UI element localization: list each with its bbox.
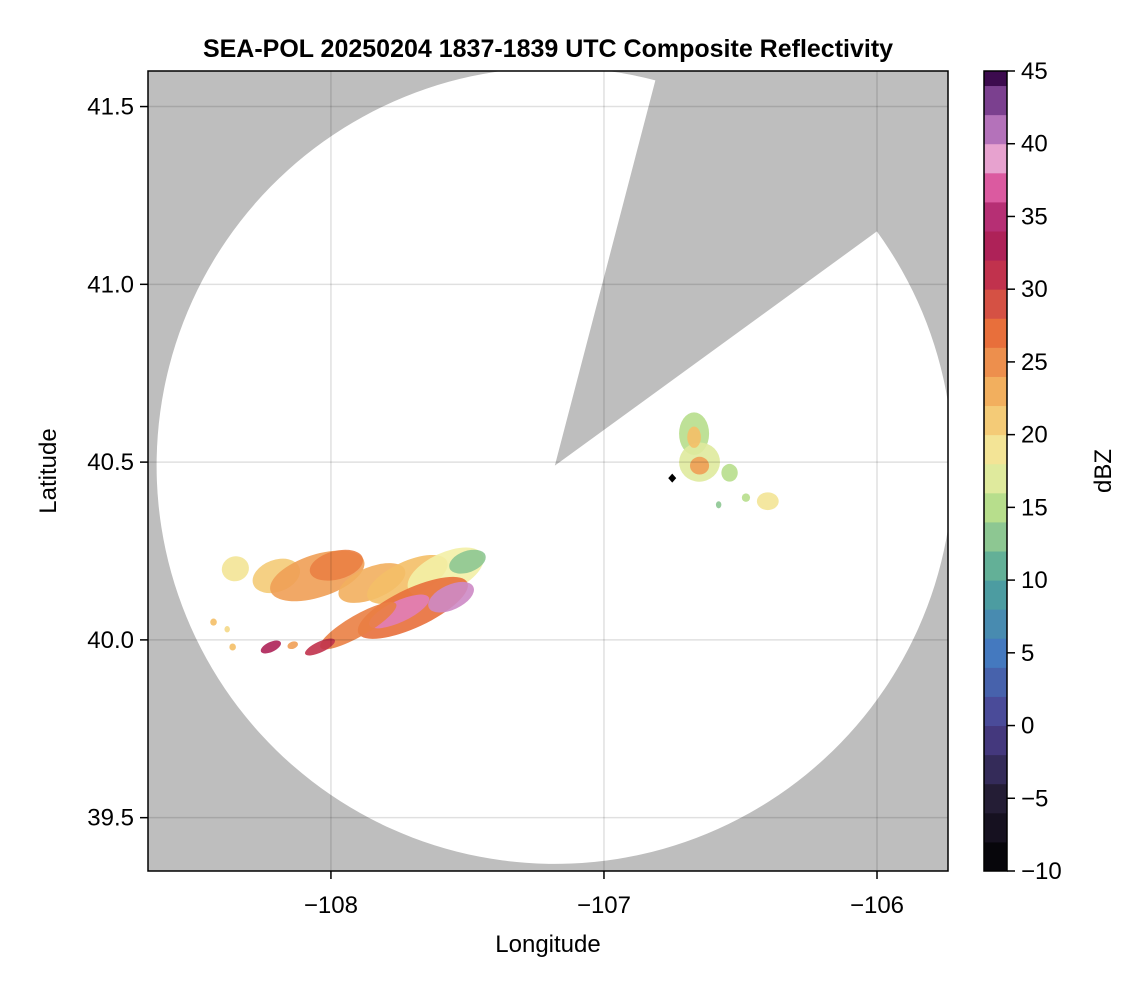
colorbar-segment	[984, 667, 1007, 697]
colorbar-segment	[984, 812, 1007, 843]
echo-cell	[428, 581, 474, 613]
colorbar-tick-label: 35	[1021, 203, 1048, 230]
echo-cell	[224, 626, 230, 633]
colorbar-segment	[984, 463, 1007, 494]
x-tick-label: −107	[577, 892, 631, 919]
colorbar-segment	[984, 231, 1007, 261]
colorbar-tick-label: 15	[1021, 494, 1048, 521]
colorbar-tick-label: −5	[1021, 785, 1048, 812]
colorbar-segment	[984, 347, 1007, 377]
echo-cell	[229, 643, 236, 651]
echo-cell	[741, 493, 751, 502]
echo-cell	[309, 549, 364, 581]
colorbar-label: dBZ	[1090, 449, 1117, 493]
echo-cell	[689, 456, 710, 475]
y-tick-label: 41.5	[87, 94, 134, 121]
radar-coverage-area	[156, 71, 948, 864]
colorbar-segment	[984, 434, 1007, 465]
colorbar-tick-label: 10	[1021, 567, 1048, 594]
colorbar-tick-label: 20	[1021, 422, 1048, 449]
plot-frame	[147, 70, 949, 872]
x-axis-label: Longitude	[495, 931, 600, 958]
colorbar-segment	[984, 201, 1007, 232]
colorbar-segment	[984, 725, 1007, 756]
colorbar: −10 −5 0 5 10 15 20 25 30 35 40 45	[983, 58, 1062, 885]
colorbar-segment	[984, 580, 1007, 610]
colorbar-segment	[984, 71, 1007, 87]
y-tick-label: 40.0	[87, 627, 134, 654]
x-tick-label: −106	[850, 892, 904, 919]
y-tick-label: 39.5	[87, 805, 134, 832]
colorbar-tick-label: −10	[1021, 858, 1062, 885]
colorbar-segment	[984, 318, 1007, 348]
colorbar-segment	[984, 841, 1007, 872]
colorbar-tick-label: 25	[1021, 349, 1048, 376]
colorbar-tick-label: 45	[1021, 58, 1048, 85]
colorbar-segment	[984, 783, 1007, 814]
colorbar-segment	[984, 521, 1007, 552]
gridlines	[148, 71, 948, 871]
colorbar-segment	[984, 754, 1007, 785]
y-tick-label: 40.5	[87, 449, 134, 476]
y-axis-label: Latitude	[35, 428, 62, 513]
colorbar-segment	[984, 405, 1007, 436]
colorbar-frame	[983, 70, 1008, 872]
chart-title: SEA-POL 20250204 1837-1839 UTC Composite…	[203, 35, 893, 63]
colorbar-segment	[984, 260, 1007, 290]
y-axis: 39.5 40.0 40.5 41.0 41.5	[87, 94, 148, 832]
colorbar-segment	[984, 609, 1007, 639]
echo-cell	[210, 618, 217, 626]
colorbar-segment	[984, 289, 1007, 319]
echo-cell	[449, 549, 486, 574]
x-tick-label: −108	[304, 892, 358, 919]
colorbar-tick-label: 5	[1021, 640, 1034, 667]
colorbar-tick-label: 0	[1021, 713, 1034, 740]
colorbar-segment	[984, 85, 1007, 116]
colorbar-segment	[984, 696, 1007, 727]
colorbar-segment	[984, 114, 1007, 145]
colorbar-segment	[984, 376, 1007, 407]
echo-cell	[260, 640, 281, 654]
echo-cell	[756, 492, 779, 511]
colorbar-segment	[984, 172, 1007, 203]
echo-cell	[287, 641, 298, 650]
echo-cell	[320, 601, 397, 650]
y-tick-label: 41.0	[87, 271, 134, 298]
echo-cell	[304, 638, 336, 656]
x-axis: −108 −107 −106	[304, 871, 904, 919]
colorbar-tick-label: 40	[1021, 131, 1048, 158]
echo-cell	[715, 501, 722, 509]
echo-cell	[721, 463, 738, 482]
colorbar-segment	[984, 551, 1007, 581]
colorbar-tick-label: 30	[1021, 276, 1048, 303]
plot-area	[148, 71, 948, 871]
colorbar-segment	[984, 143, 1007, 174]
echo-cell	[221, 556, 249, 582]
colorbar-segment	[984, 638, 1007, 668]
radar-site-marker	[668, 473, 677, 483]
echo-cell	[687, 426, 701, 448]
reflectivity-echoes	[210, 412, 779, 656]
colorbar-segment	[984, 492, 1007, 523]
